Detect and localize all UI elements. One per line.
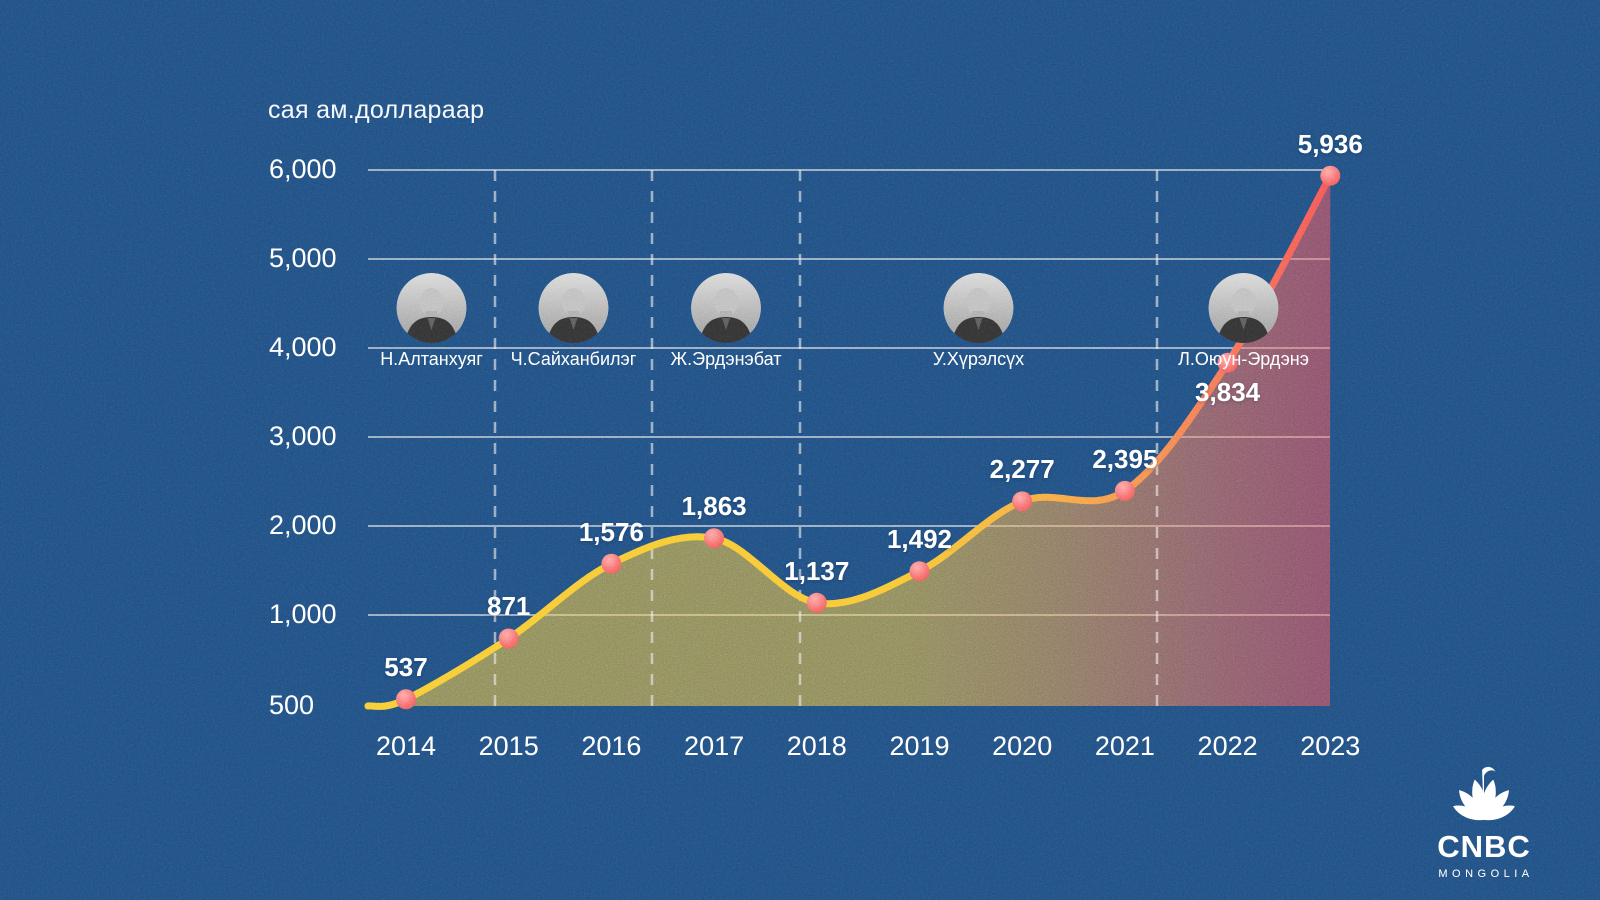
brand-sub: MONGOLIA bbox=[1438, 868, 1534, 880]
data-point-2017 bbox=[704, 528, 725, 549]
data-point-2018 bbox=[806, 592, 827, 613]
pm-name-5: Л.Оюун-Эрдэнэ bbox=[1178, 349, 1309, 369]
value-label-2022: 3,834 bbox=[1195, 376, 1261, 407]
y-axis-label-2000: 2,000 bbox=[269, 510, 337, 540]
y-axis-label-1000: 1,000 bbox=[269, 599, 337, 629]
y-axis-label-5000: 5,000 bbox=[269, 243, 337, 273]
pm-photo bbox=[538, 273, 609, 343]
value-label-2023: 5,936 bbox=[1297, 128, 1363, 159]
x-axis-label-2023: 2023 bbox=[1300, 731, 1361, 761]
data-point-2014 bbox=[396, 689, 416, 710]
y-axis-label-3000: 3,000 bbox=[269, 421, 337, 451]
value-label-2015: 871 bbox=[486, 591, 531, 622]
data-point-2016 bbox=[601, 553, 622, 574]
pm-photo bbox=[943, 273, 1014, 343]
data-point-2019 bbox=[909, 561, 930, 582]
area-fill bbox=[368, 175, 1331, 707]
pm-name-4: У.Хүрэлсүх bbox=[932, 349, 1025, 369]
value-label-2018: 1,137 bbox=[784, 555, 850, 586]
peacock-icon bbox=[1453, 766, 1515, 821]
data-point-2023 bbox=[1320, 165, 1341, 186]
value-label-2017: 1,863 bbox=[681, 491, 747, 522]
cnbc-logo: CNBC MONGOLIA bbox=[1399, 764, 1569, 880]
data-point-2015 bbox=[498, 628, 519, 649]
value-label-2019: 1,492 bbox=[886, 524, 953, 555]
pm-photo bbox=[396, 273, 467, 343]
value-label-2021: 2,395 bbox=[1092, 443, 1158, 474]
value-label-2014: 537 bbox=[384, 652, 428, 683]
data-point-2020 bbox=[1012, 491, 1033, 512]
pm-photo bbox=[691, 273, 761, 343]
pm-photos bbox=[396, 273, 1279, 343]
pm-name-3: Ж.Эрдэнэбат bbox=[670, 349, 782, 369]
data-point-2021 bbox=[1114, 480, 1135, 501]
y-axis-label-6000: 6,000 bbox=[269, 154, 337, 184]
brand-name: CNBC bbox=[1437, 829, 1531, 864]
y-axis-label-500: 500 bbox=[269, 690, 315, 720]
